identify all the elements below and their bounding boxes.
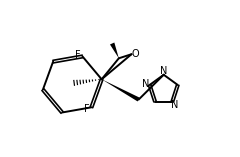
Text: N: N: [160, 66, 167, 76]
Text: F: F: [75, 49, 81, 60]
Polygon shape: [102, 79, 140, 101]
Text: N: N: [142, 79, 150, 89]
Text: F: F: [84, 104, 90, 114]
Text: N: N: [171, 100, 178, 110]
Text: O: O: [131, 49, 139, 59]
Polygon shape: [110, 43, 119, 58]
